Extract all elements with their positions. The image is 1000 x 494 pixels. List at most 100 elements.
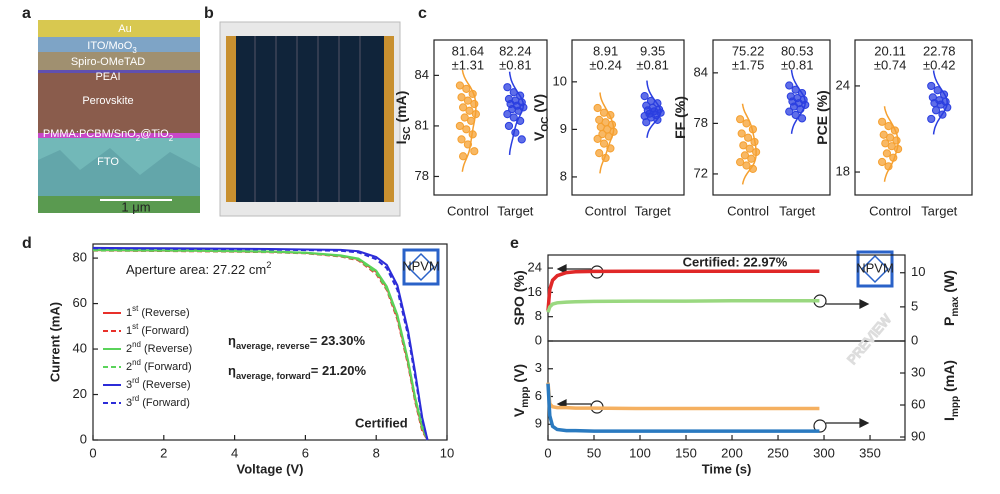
data-point <box>604 132 613 141</box>
data-point <box>890 126 900 135</box>
y-tick-label: 84 <box>694 64 708 79</box>
y-tick-label: 9 <box>560 121 567 136</box>
sem-image <box>38 20 200 213</box>
data-point <box>931 106 941 115</box>
trace <box>546 298 820 313</box>
annotation: ±0.81 <box>781 57 813 72</box>
data-point <box>593 134 602 143</box>
data-point <box>927 114 936 124</box>
data-point <box>468 130 477 139</box>
scale-bar-label: 1 μm <box>121 199 150 214</box>
data-point <box>884 162 893 171</box>
panel-label: e <box>510 235 519 252</box>
data-point <box>736 115 745 124</box>
layer-label: Spiro-OMeTAD <box>71 56 145 68</box>
text-part: 3 <box>132 46 137 55</box>
annotation: 22.78 <box>923 43 956 58</box>
y-axis-label: SPO (%) <box>511 270 527 325</box>
data-point <box>509 113 518 122</box>
x-tick-label: 6 <box>302 445 309 460</box>
data-point <box>459 103 468 112</box>
x-tick-label: 10 <box>440 445 454 460</box>
y2-axis-label: Pmax (W) <box>941 270 961 326</box>
text-part: nd <box>132 340 141 349</box>
text-part: FTO <box>97 156 119 168</box>
text-part: SPO (%) <box>511 270 527 325</box>
data-point <box>742 119 751 128</box>
legend-label: 2nd (Reverse) <box>126 340 192 355</box>
y2-tick-label: 30 <box>911 364 925 379</box>
data-point <box>601 153 610 163</box>
text-part: (mA) <box>393 91 409 127</box>
data-point <box>640 92 649 101</box>
text-part: Au <box>118 23 131 35</box>
y-tick-label: 6 <box>535 388 542 403</box>
data-point <box>791 85 800 94</box>
text-part: (Forward) <box>138 325 189 337</box>
x-tick-label: 8 <box>373 445 380 460</box>
data-point <box>878 157 887 167</box>
text-part: I <box>393 140 409 144</box>
text-part: 1 <box>126 325 132 337</box>
y-tick-label: 10 <box>553 73 567 88</box>
data-point <box>892 136 901 145</box>
x-tick-label: 150 <box>675 445 697 460</box>
text-part: 2 <box>169 134 173 143</box>
text-part: st <box>132 304 139 313</box>
text-part: 1 <box>126 307 132 319</box>
data-point <box>511 128 520 137</box>
y-axis-label: Current (mA) <box>47 302 62 382</box>
y-tick-label: 9 <box>535 416 542 431</box>
data-point <box>462 125 471 134</box>
panel-label: d <box>22 235 32 252</box>
y-axis-label: PCE (%) <box>814 90 830 144</box>
data-point <box>514 106 523 115</box>
y2-tick-label: 60 <box>911 396 925 411</box>
trace <box>546 269 820 311</box>
text-part: ITO/MoO <box>87 40 132 52</box>
data-point <box>463 140 472 149</box>
y2-tick-label: 5 <box>911 298 918 313</box>
annotation: ±0.74 <box>874 57 906 72</box>
logo-text: NPVM <box>856 260 894 275</box>
x-tick-label: Target <box>921 203 958 218</box>
data-point <box>470 99 479 109</box>
data-point <box>894 144 903 154</box>
annotation: ±0.81 <box>636 57 668 72</box>
data-point <box>739 141 748 150</box>
text-part: average, forward <box>236 371 311 381</box>
y-tick-label: 20 <box>73 386 87 401</box>
text-part: Aperture area: 27.22 cm <box>126 262 266 277</box>
data-point <box>459 152 468 161</box>
logo <box>406 252 436 282</box>
x-tick-label: 300 <box>813 445 835 460</box>
text-part: (Reverse) <box>141 343 192 355</box>
x-tick-label: 50 <box>587 445 601 460</box>
y2-axis-label: Impp (mA) <box>941 360 961 421</box>
data-point <box>470 147 479 156</box>
data-point <box>460 113 469 122</box>
annotation: Aperture area: 27.22 cm2 <box>126 260 271 277</box>
text-part: max <box>950 296 961 317</box>
data-point <box>509 88 518 97</box>
y-tick-label: 8 <box>535 308 542 323</box>
x-tick-label: Target <box>497 203 534 218</box>
x-tick-label: Target <box>635 203 672 218</box>
y-tick-label: 72 <box>694 165 708 180</box>
y-tick-label: 84 <box>415 67 429 82</box>
text-part: (Forward) <box>141 361 192 373</box>
text-part: (Reverse) <box>138 307 189 319</box>
data-point <box>463 96 472 105</box>
annotation: Certified: 22.97% <box>683 254 788 269</box>
x-tick-label: Target <box>779 203 816 218</box>
data-point <box>503 110 512 119</box>
text-part: (V) <box>531 94 547 117</box>
data-point <box>468 89 477 99</box>
data-point <box>736 158 745 167</box>
data-point <box>933 86 942 95</box>
iv-curve <box>92 247 429 441</box>
annotation: 75.22 <box>732 43 765 58</box>
data-point <box>595 149 604 158</box>
logo <box>860 254 890 284</box>
text-part: 2 <box>126 361 132 373</box>
